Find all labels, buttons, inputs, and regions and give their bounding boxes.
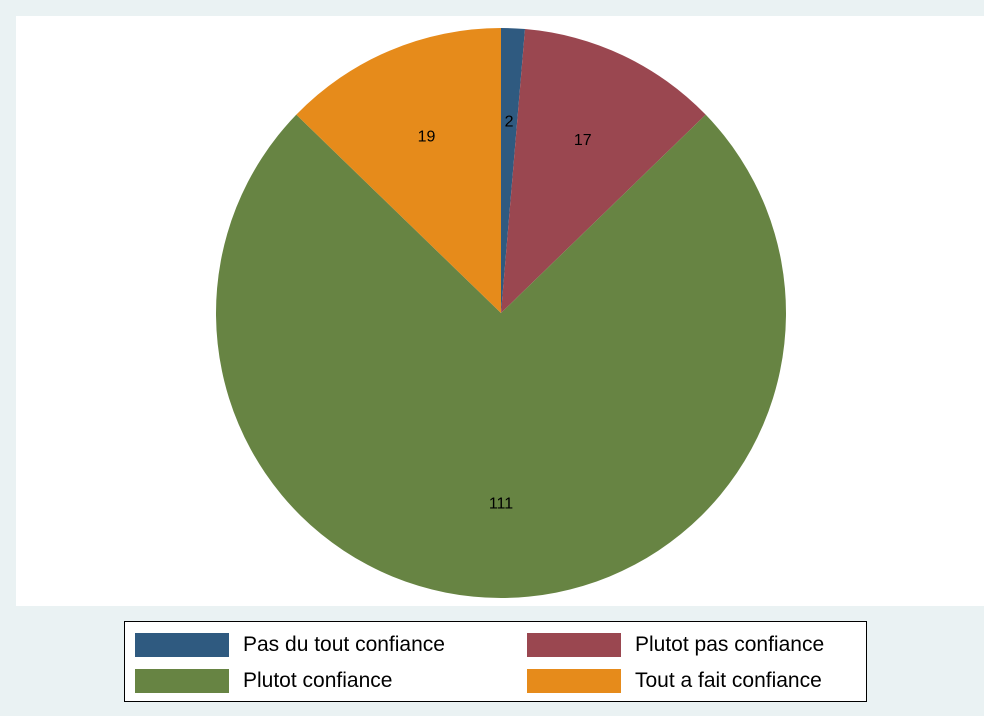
legend-item-pas-du-tout: Pas du tout confiance [135,632,445,658]
pie-slice-pas-du-tout-confiance [501,28,526,313]
legend-label-pas-du-tout: Pas du tout confiance [243,633,445,656]
legend-item-tout-a-fait: Tout a fait confiance [527,668,822,694]
legend-label-plutot: Plutot confiance [243,669,393,692]
slice-value-label-plutot-confiance: 111 [489,495,513,512]
legend-item-plutot-pas: Plutot pas confiance [527,632,824,658]
legend-item-plutot: Plutot confiance [135,668,392,694]
pie-slice-plutot-pas-confiance [501,29,706,313]
plot-panel: 2 17 111 19 [16,16,984,606]
legend-swatch-pas-du-tout [135,633,229,657]
slice-value-label-pas-du-tout-confiance: 2 [505,114,514,131]
legend-swatch-plutot [135,669,229,693]
legend-swatch-tout-a-fait [527,669,621,693]
pie-slice-plutot-confiance [216,114,787,599]
pie-slice-tout-a-fait-confiance [296,28,501,313]
legend: Pas du tout confiance Plutot pas confian… [124,621,867,702]
legend-label-plutot-pas: Plutot pas confiance [635,633,825,656]
legend-label-tout-a-fait: Tout a fait confiance [635,669,822,692]
slice-value-label-tout-a-fait-confiance: 19 [418,129,436,146]
legend-swatch-plutot-pas [527,633,621,657]
slice-value-label-plutot-pas-confiance: 17 [574,132,592,149]
pie-chart: 2 17 111 19 [216,28,787,599]
